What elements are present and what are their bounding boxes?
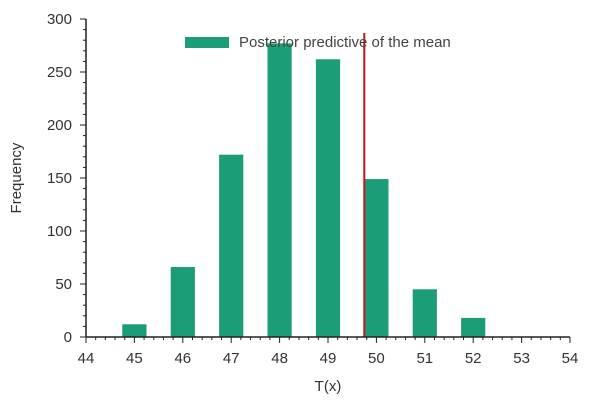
- legend-label: Posterior predictive of the mean: [239, 34, 451, 51]
- bar-50: [364, 179, 389, 337]
- x-tick-label-46: 46: [174, 350, 191, 367]
- bar-51: [412, 289, 437, 337]
- x-tick-label-49: 49: [320, 350, 337, 367]
- legend-swatch: [185, 37, 229, 48]
- bar-48: [267, 43, 292, 337]
- bars-group: [122, 43, 486, 337]
- bar-46: [170, 267, 195, 337]
- x-tick-label-51: 51: [416, 350, 433, 367]
- x-tick-label-53: 53: [513, 350, 530, 367]
- y-tick-label-200: 200: [47, 117, 72, 134]
- bar-45: [122, 324, 147, 337]
- y-tick-label-300: 300: [47, 11, 72, 28]
- x-tick-label-48: 48: [271, 350, 288, 367]
- x-axis-title: T(x): [315, 378, 342, 395]
- x-ticks-group: 44 45 46 47 48 49 50 51 52 53 54: [78, 337, 579, 367]
- x-tick-label-47: 47: [223, 350, 240, 367]
- y-tick-label-250: 250: [47, 64, 72, 81]
- bar-52: [461, 317, 486, 337]
- legend: Posterior predictive of the mean: [185, 34, 451, 51]
- y-tick-label-150: 150: [47, 170, 72, 187]
- x-tick-label-44: 44: [78, 350, 95, 367]
- bar-47: [219, 154, 244, 337]
- y-tick-label-100: 100: [47, 223, 72, 240]
- y-ticks-group: 0 50 100 150 200 250 300: [47, 11, 86, 346]
- x-tick-label-52: 52: [465, 350, 482, 367]
- y-tick-label-50: 50: [55, 276, 72, 293]
- x-tick-label-54: 54: [562, 350, 579, 367]
- y-axis-title: Frequency: [8, 142, 25, 213]
- bar-49: [315, 59, 341, 337]
- x-tick-label-50: 50: [368, 350, 385, 367]
- y-tick-label-0: 0: [64, 329, 72, 346]
- x-tick-label-45: 45: [126, 350, 143, 367]
